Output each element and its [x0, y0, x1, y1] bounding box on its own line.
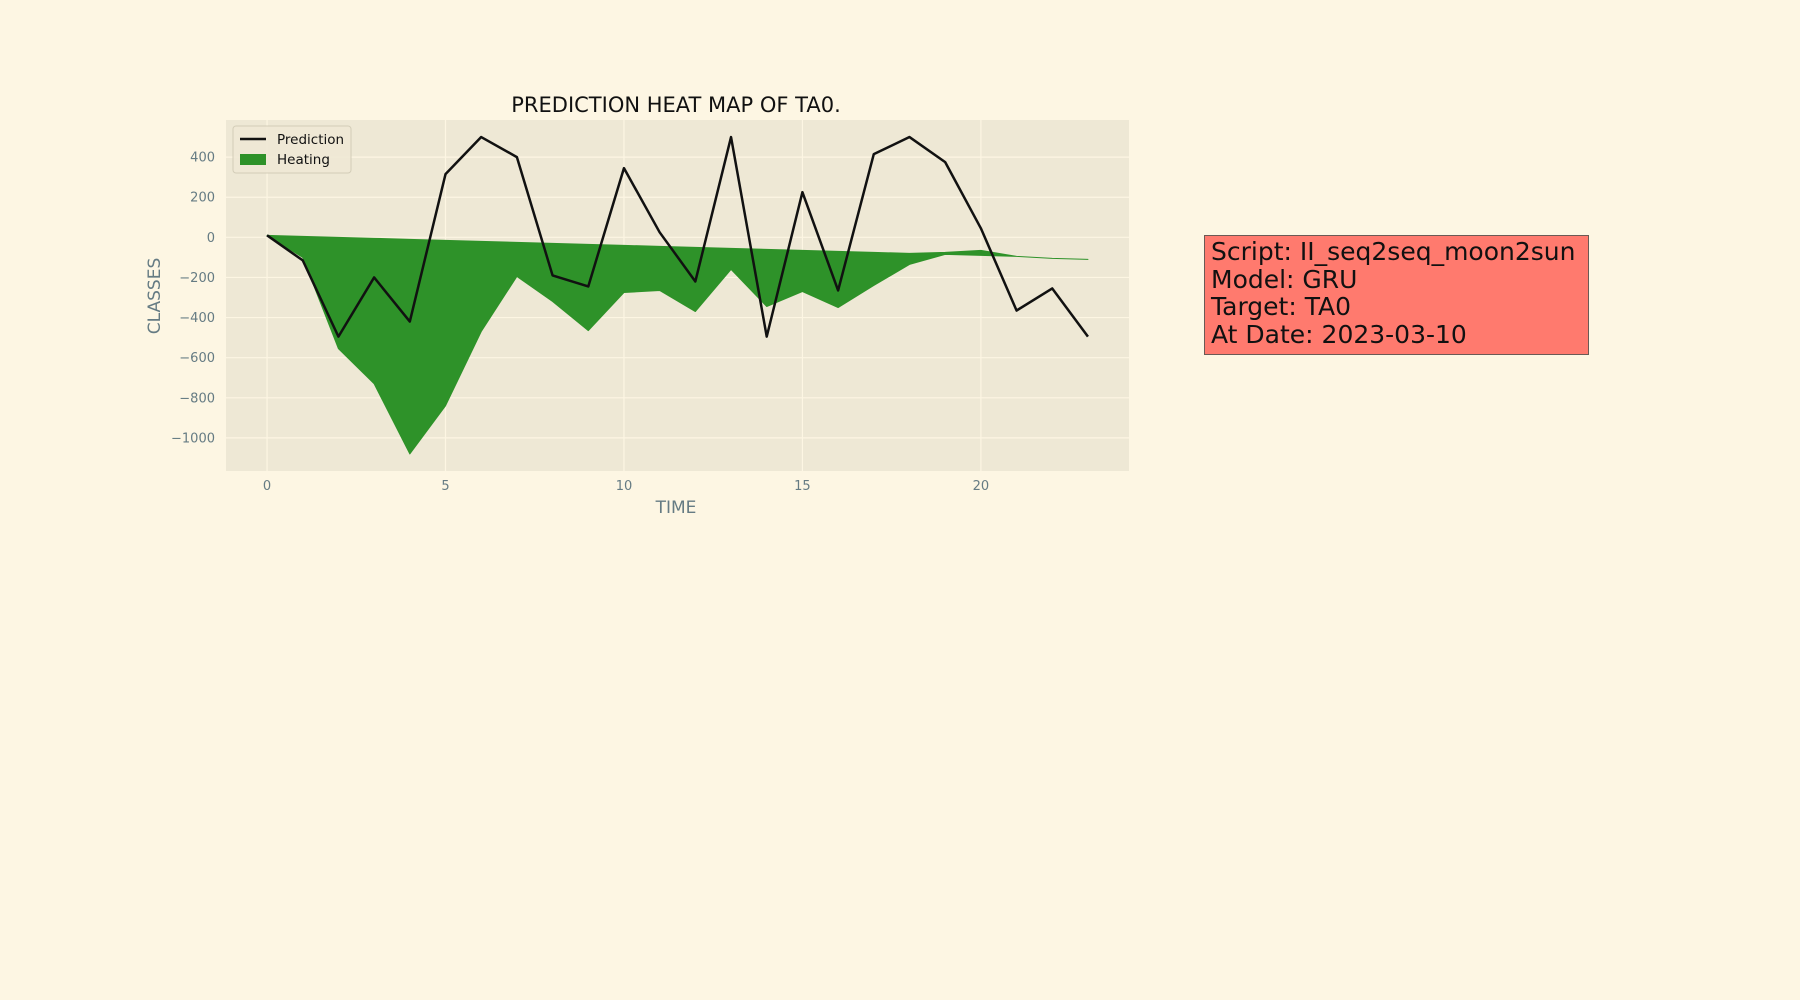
- x-tick-label: 10: [616, 479, 633, 494]
- y-ticks: 400 200 0 −200 −400 −600 −800 −1000: [171, 151, 215, 447]
- x-tick-label: 15: [794, 479, 811, 494]
- y-tick-label: −1000: [171, 431, 215, 446]
- y-axis-label: CLASSES: [145, 258, 165, 334]
- y-tick-label: −400: [179, 311, 215, 326]
- y-tick-label: 400: [190, 151, 215, 166]
- info-script-line: Script: II_seq2seq_moon2sun: [1211, 237, 1576, 266]
- legend-heating-swatch: [240, 154, 266, 165]
- info-target-line: Target: TA0: [1211, 292, 1352, 321]
- info-annotation-box: Script: II_seq2seq_moon2sun Model: GRU T…: [1204, 235, 1589, 355]
- y-tick-label: −200: [179, 271, 215, 286]
- legend-heating-label: Heating: [277, 152, 330, 168]
- data-layer: [266, 135, 1089, 455]
- prediction-line: [266, 135, 1089, 338]
- x-tick-label: 0: [263, 479, 271, 494]
- chart-title: PREDICTION HEAT MAP OF TA0.: [511, 93, 841, 117]
- x-tick-label: 20: [973, 479, 990, 494]
- x-ticks: 0 5 10 15 20: [263, 479, 989, 494]
- y-tick-label: 0: [207, 231, 215, 246]
- legend: Prediction Heating: [232, 125, 352, 174]
- info-model-line: Model: GRU: [1211, 264, 1358, 294]
- legend-prediction-label: Prediction: [277, 132, 344, 148]
- info-date-line: At Date: 2023-03-10: [1211, 319, 1467, 349]
- y-tick-label: −600: [179, 351, 215, 366]
- heating-area: [266, 234, 1089, 455]
- y-tick-label: −800: [179, 391, 215, 406]
- x-axis-label: TIME: [655, 498, 697, 518]
- y-tick-label: 200: [190, 191, 215, 206]
- x-tick-label: 5: [441, 479, 449, 494]
